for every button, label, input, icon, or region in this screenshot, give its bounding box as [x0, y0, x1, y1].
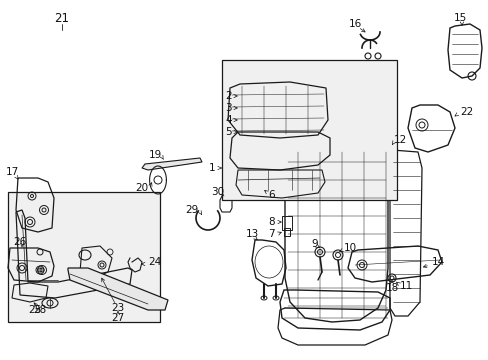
- Text: 23: 23: [111, 303, 124, 313]
- Text: 17: 17: [5, 167, 19, 177]
- Text: 3: 3: [225, 103, 231, 113]
- Bar: [8, 192, 160, 322]
- Polygon shape: [142, 158, 202, 170]
- Text: 4: 4: [225, 115, 231, 125]
- Text: 30: 30: [211, 187, 224, 197]
- Text: 14: 14: [431, 257, 445, 267]
- Bar: [282, 216, 291, 230]
- Text: 8: 8: [268, 217, 274, 227]
- Text: 29: 29: [184, 205, 198, 215]
- Text: 27: 27: [111, 313, 124, 323]
- Text: 20: 20: [135, 183, 148, 193]
- Text: 18: 18: [385, 283, 398, 293]
- Text: 24: 24: [148, 257, 161, 267]
- Text: 15: 15: [452, 13, 466, 23]
- Polygon shape: [68, 268, 168, 310]
- Text: 13: 13: [245, 229, 258, 239]
- Text: 12: 12: [393, 135, 407, 145]
- Text: 16: 16: [347, 19, 361, 29]
- Text: 10: 10: [343, 243, 356, 253]
- Text: 28: 28: [33, 305, 46, 315]
- Text: 6: 6: [267, 190, 274, 200]
- Text: 5: 5: [225, 127, 231, 137]
- Bar: [284, 228, 289, 236]
- Text: 11: 11: [399, 281, 412, 291]
- Text: 19: 19: [148, 150, 162, 160]
- Text: 2: 2: [225, 91, 231, 101]
- Text: 21: 21: [54, 12, 69, 24]
- Text: 22: 22: [459, 107, 472, 117]
- Text: 26: 26: [13, 237, 26, 247]
- Text: 25: 25: [28, 305, 41, 315]
- Text: 1: 1: [208, 163, 215, 173]
- Text: 7: 7: [268, 229, 274, 239]
- Text: 9: 9: [311, 239, 318, 249]
- Bar: [222, 60, 396, 200]
